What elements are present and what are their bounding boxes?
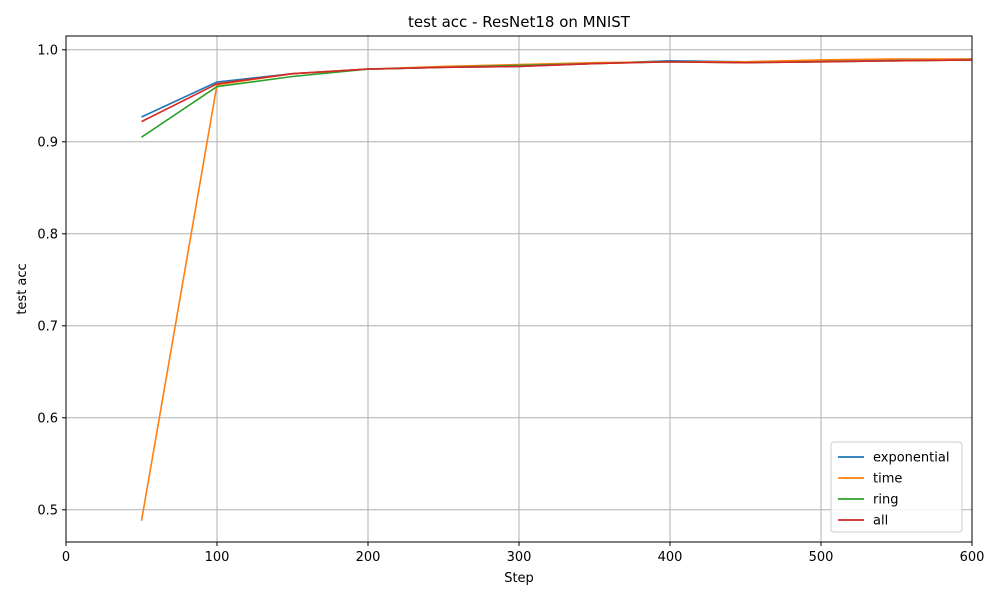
x-tick-label: 0 [62,550,70,565]
y-tick-label: 0.9 [37,135,58,150]
series-line-exponential [141,58,973,118]
x-tick-label: 600 [960,550,985,565]
x-tick-label: 200 [356,550,381,565]
x-axis-label: Step [504,571,534,586]
x-tick-label: 400 [658,550,683,565]
series-line-all [141,59,973,123]
series-lines [140,58,973,521]
chart-title: test acc - ResNet18 on MNIST [408,13,631,31]
grid [65,36,973,542]
x-tick-label: 500 [809,550,834,565]
y-tick-label: 0.8 [37,227,58,242]
series-line-ring [141,59,973,138]
legend-label-time: time [873,472,902,487]
legend-box [830,441,963,533]
legend-label-exponential: exponential [873,451,949,466]
legend-label-ring: ring [873,493,898,508]
y-tick-label: 0.6 [37,411,58,426]
x-tick-label: 100 [205,550,230,565]
y-tick-label: 0.7 [37,319,58,334]
legend-label-all: all [873,514,888,529]
axis-ticks: 0 100 200 300 400 500 600 0.5 0.6 0.7 0.8 0.9 1.0 [37,43,984,565]
legend: exponential time ring all [830,441,963,533]
y-tick-label: 1.0 [37,43,58,58]
y-tick-label: 0.5 [37,503,58,518]
x-tick-label: 300 [507,550,532,565]
y-axis-label: test acc [15,263,30,314]
